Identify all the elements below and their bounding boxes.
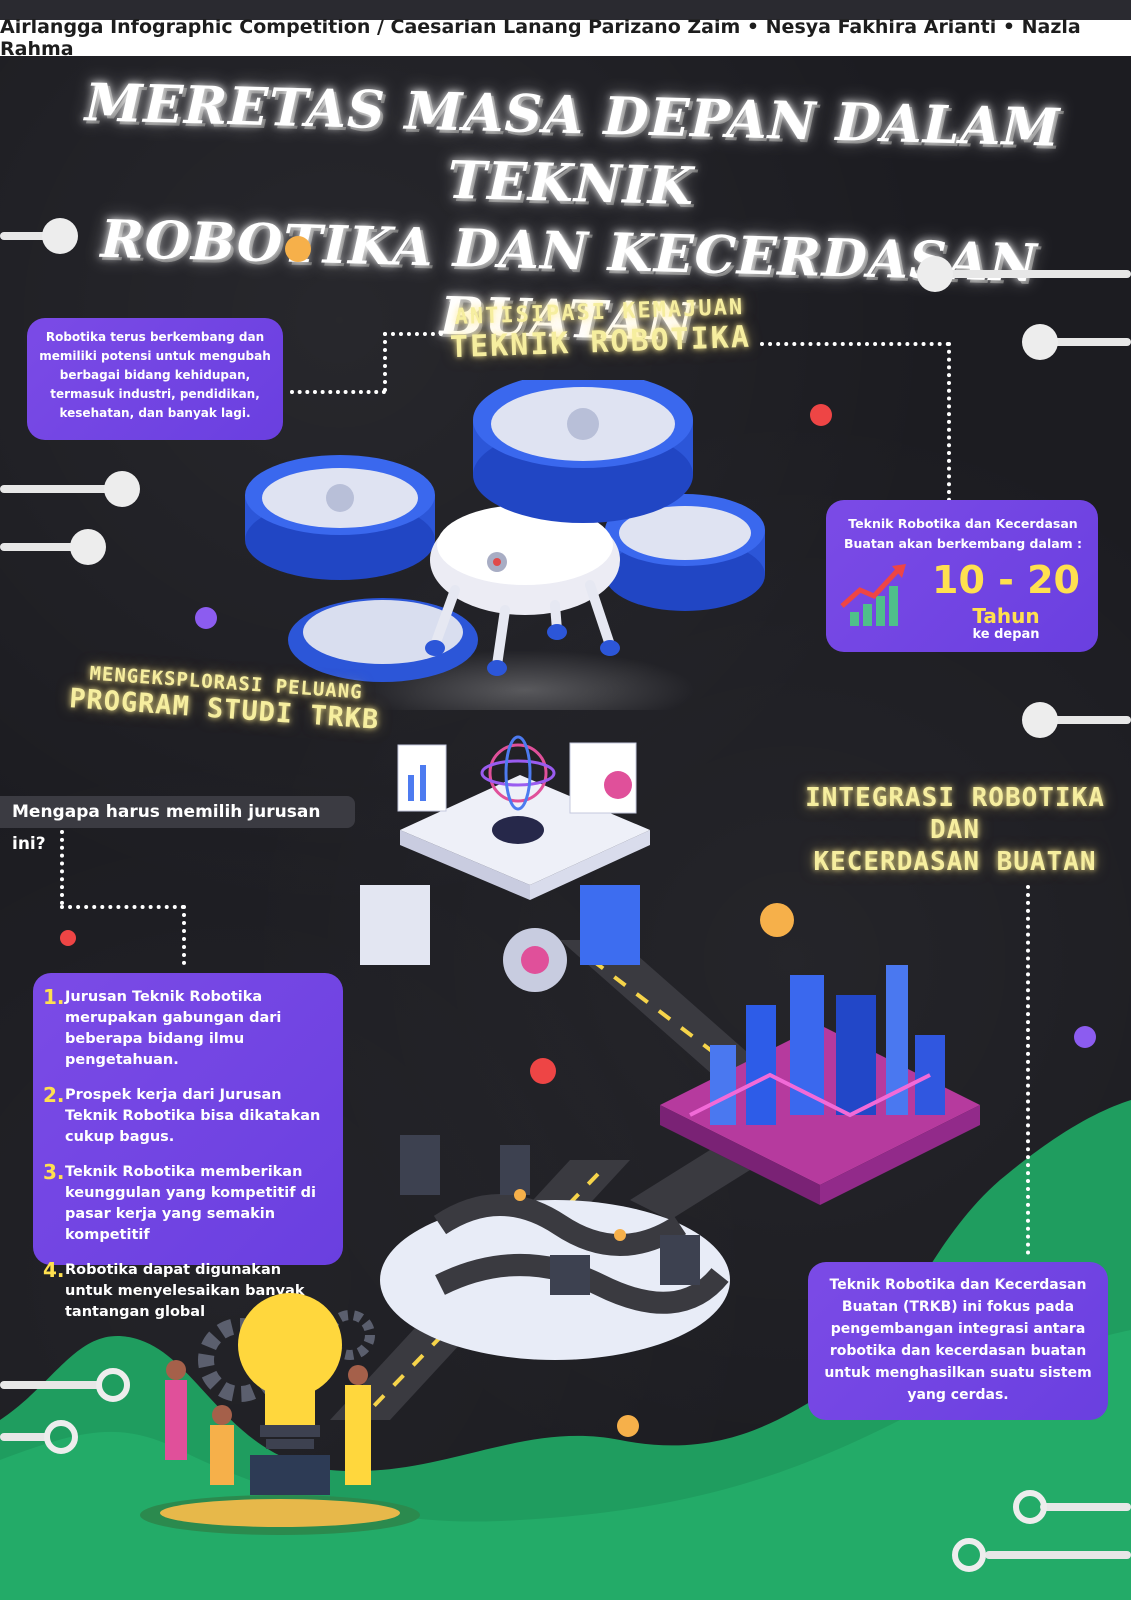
deco-knob <box>104 471 140 507</box>
connector-line <box>947 342 951 502</box>
reason-text: Robotika dapat digunakan untuk menyelesa… <box>65 1262 305 1320</box>
factory-illustration <box>380 1135 730 1360</box>
deco-line <box>0 543 80 551</box>
drone-rotor <box>473 380 693 523</box>
deco-line <box>935 270 1131 278</box>
connector-line <box>290 390 386 394</box>
connector-line <box>60 830 64 905</box>
reason-number: 2. <box>43 1083 65 1107</box>
connector-line <box>1026 885 1030 1255</box>
reason-text: Jurusan Teknik Robotika merupakan gabung… <box>65 989 282 1068</box>
reasons-card: 1. Jurusan Teknik Robotika merupakan gab… <box>33 973 343 1320</box>
growth-forecast-unit: Tahun <box>972 604 1040 628</box>
integration-card: Teknik Robotika dan Kecerdasan Buatan (T… <box>808 1262 1108 1420</box>
growth-forecast-intro: Teknik Robotika dan Kecerdasan Buatan ak… <box>843 516 1083 551</box>
deco-line <box>985 1551 1131 1559</box>
reason-number: 3. <box>43 1160 65 1184</box>
question-label: Mengapa harus memilih jurusan ini? <box>0 796 355 854</box>
deco-knob <box>1022 324 1058 360</box>
top-strip <box>0 0 1131 20</box>
deco-line <box>0 1381 100 1389</box>
deco-line <box>1040 338 1131 346</box>
connector-line <box>383 332 443 336</box>
section3-heading-line3: KECERDASAN BUATAN <box>813 847 1097 877</box>
reason-item: 4. Robotika dapat digunakan untuk menyel… <box>43 1260 333 1323</box>
connector-line <box>760 342 950 346</box>
reason-item: 1. Jurusan Teknik Robotika merupakan gab… <box>43 987 333 1071</box>
deco-line <box>0 1433 50 1441</box>
connector-line <box>60 905 185 909</box>
drone-body <box>425 505 620 676</box>
growth-chart-icon <box>840 564 906 626</box>
section3-heading-line1: INTEGRASI ROBOTIKA <box>805 783 1105 813</box>
deco-line <box>0 232 50 240</box>
reason-item: 3. Teknik Robotika memberikan keunggulan… <box>43 1162 333 1246</box>
connector-line <box>182 905 186 965</box>
section3-heading: INTEGRASI ROBOTIKA DAN KECERDASAN BUATAN <box>800 782 1110 878</box>
lightbulb-team-illustration <box>140 1293 420 1535</box>
drone-illustration <box>245 380 765 710</box>
deco-knob <box>70 529 106 565</box>
reason-item: 2. Prospek kerja dari Jurusan Teknik Rob… <box>43 1085 333 1148</box>
robotics-progress-text: Robotika terus berkembang dan memiliki p… <box>39 330 271 420</box>
deco-knob <box>1022 702 1058 738</box>
connector-line <box>383 332 387 392</box>
growth-forecast-value: 10 - 20 <box>932 558 1080 602</box>
reason-number: 1. <box>43 985 65 1009</box>
drone-rotor <box>245 455 435 580</box>
deco-ring <box>44 1420 78 1454</box>
deco-dot-purple <box>1074 1026 1096 1048</box>
deco-ring <box>96 1368 130 1402</box>
deco-dot-purple <box>195 607 217 629</box>
drone-rotor <box>288 598 478 682</box>
credit-bar: Airlangga Infographic Competition / Caes… <box>0 16 1131 60</box>
integration-text: Teknik Robotika dan Kecerdasan Buatan (T… <box>824 1277 1092 1403</box>
deco-dot-red <box>60 930 76 946</box>
reason-number: 4. <box>43 1258 65 1282</box>
data-lab-illustration <box>360 735 650 992</box>
deco-ring <box>952 1538 986 1572</box>
smart-city-illustration <box>660 965 980 1205</box>
deco-dot-orange <box>760 903 794 937</box>
deco-line <box>0 485 115 493</box>
section3-heading-line2: DAN <box>930 815 980 845</box>
deco-dot-orange <box>617 1415 639 1437</box>
section1-heading: ANTISIPASI KEMAJUAN TEKNIK ROBOTIKA <box>439 294 761 365</box>
reason-text: Prospek kerja dari Jurusan Teknik Roboti… <box>65 1087 321 1145</box>
robotics-progress-card: Robotika terus berkembang dan memiliki p… <box>27 318 283 440</box>
growth-forecast-suffix: ke depan <box>972 627 1040 642</box>
reason-text: Teknik Robotika memberikan keunggulan ya… <box>65 1164 316 1243</box>
growth-forecast-card: Teknik Robotika dan Kecerdasan Buatan ak… <box>826 500 1098 652</box>
deco-dot-red <box>530 1058 556 1084</box>
deco-line <box>1040 716 1131 724</box>
deco-ring <box>1013 1490 1047 1524</box>
deco-knob <box>42 218 78 254</box>
deco-dot-orange <box>285 236 311 262</box>
deco-line <box>1040 1503 1131 1511</box>
deco-knob <box>917 256 953 292</box>
deco-dot-red <box>810 404 832 426</box>
